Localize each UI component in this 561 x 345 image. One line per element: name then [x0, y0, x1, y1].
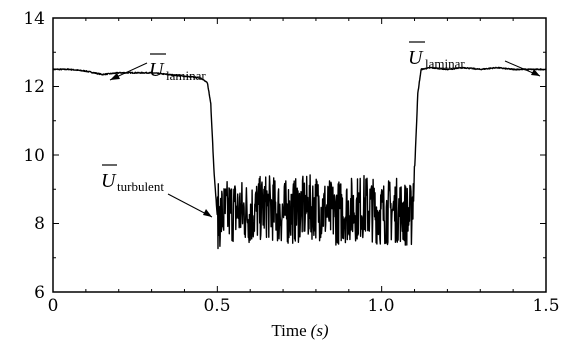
- plot-frame: [52, 17, 547, 293]
- x-axis-label-unit: (s): [311, 321, 329, 340]
- y-tick-label: 14: [23, 9, 45, 29]
- y-tick-label: 10: [23, 146, 45, 166]
- annotation-arrowhead: [110, 73, 120, 80]
- y-tick-label: 8: [34, 214, 45, 234]
- annotation-laminar-right: U laminar: [408, 41, 541, 77]
- tick-marks: [52, 17, 547, 293]
- annotation-turbulent: U turbulent: [101, 164, 213, 218]
- x-axis-label: Time (s): [271, 321, 329, 340]
- velocity-line: [52, 66, 547, 250]
- annotation-subscript: laminar: [425, 56, 465, 71]
- annotation-symbol: U: [149, 59, 165, 81]
- annotation-arrowhead: [531, 69, 540, 76]
- annotation-symbol: U: [408, 47, 424, 69]
- x-tick-label: 0: [48, 296, 59, 316]
- x-tick-label: 1.5: [532, 296, 559, 316]
- annotation-subscript: laminar: [166, 68, 206, 83]
- x-tick-label: 0.5: [203, 296, 230, 316]
- annotation-subscript: turbulent: [117, 179, 164, 194]
- annotation-arrowhead: [203, 209, 212, 217]
- annotations: U laminar U turbulent U laminar: [101, 41, 541, 218]
- axis-ticks: 14 12 10 8 6 0 0.5 1.0 1.5: [23, 9, 559, 316]
- y-tick-label: 6: [34, 283, 45, 303]
- annotation-laminar-left: U laminar: [109, 53, 206, 83]
- annotation-symbol: U: [101, 170, 117, 192]
- x-axis-label-text: Time: [271, 321, 306, 340]
- y-tick-label: 12: [23, 77, 45, 97]
- velocity-series: [52, 66, 547, 250]
- x-tick-label: 1.0: [367, 296, 394, 316]
